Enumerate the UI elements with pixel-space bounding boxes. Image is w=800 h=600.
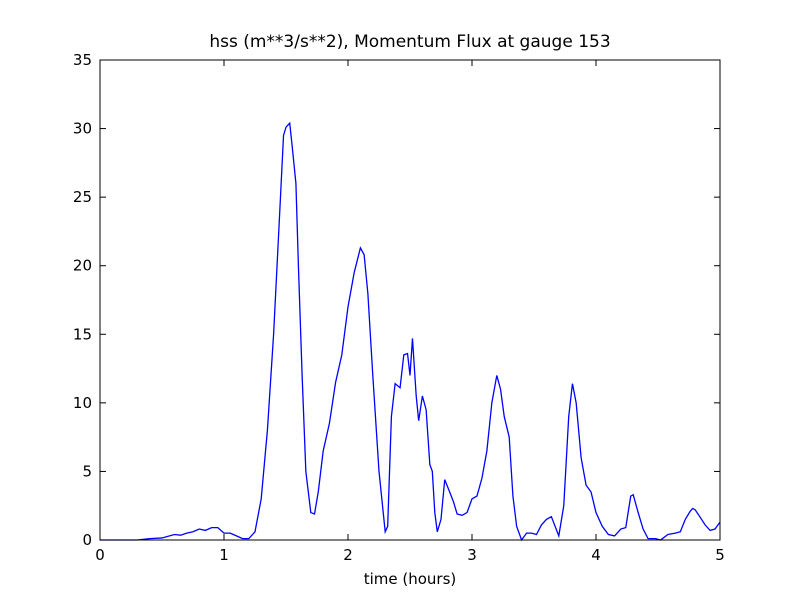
y-tick-label: 15 (73, 325, 92, 343)
y-tick-label: 5 (82, 462, 92, 480)
y-tick-label: 0 (82, 531, 92, 549)
x-tick-label: 5 (715, 546, 725, 564)
y-tick-label: 20 (73, 257, 92, 275)
y-tick-label: 30 (73, 120, 92, 138)
chart-title: hss (m**3/s**2), Momentum Flux at gauge … (209, 32, 610, 52)
y-tick-label: 25 (73, 188, 92, 206)
plot-frame (99, 59, 721, 541)
y-tick-label: 10 (73, 394, 92, 412)
data-line (100, 121, 721, 542)
x-tick-label: 1 (219, 546, 229, 564)
x-tick-label: 2 (343, 546, 353, 564)
x-tick-label: 3 (467, 546, 477, 564)
x-tick-label: 0 (95, 546, 105, 564)
x-axis-label: time (hours) (364, 570, 457, 588)
y-tick-label: 35 (73, 51, 92, 69)
x-tick-label: 4 (591, 546, 601, 564)
